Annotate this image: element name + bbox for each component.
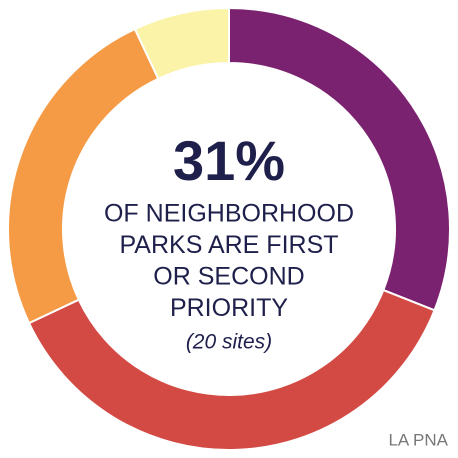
donut-segment <box>27 288 436 451</box>
donut-segment <box>133 6 230 81</box>
caption: OF NEIGHBORHOOD PARKS ARE FIRST OR SECOND P… <box>104 200 354 323</box>
source: LA PNA <box>388 430 448 449</box>
note: (20 sites) <box>186 331 272 354</box>
caption-line: OR SECOND <box>153 263 304 291</box>
donut <box>7 6 451 451</box>
donut-segment <box>7 27 160 325</box>
headline: 31% <box>173 129 285 192</box>
caption-line: PRIORITY <box>170 294 288 322</box>
caption-line: PARKS ARE FIRST <box>119 231 338 259</box>
caption-line: OF NEIGHBORHOOD <box>104 200 354 228</box>
